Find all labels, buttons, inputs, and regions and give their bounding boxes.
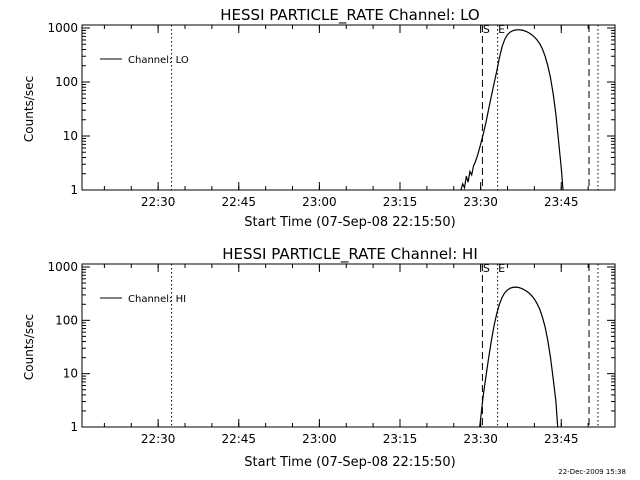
lo-y-axis-label: Counts/sec <box>22 76 36 142</box>
hi-x-tick-label: 22:30 <box>141 432 176 446</box>
lo-y-tick-label: 10 <box>63 129 78 143</box>
hi-y-tick-label: 10 <box>63 367 78 381</box>
hi-y-tick-label: 1000 <box>47 260 78 274</box>
hi-y-axis-label: Counts/sec <box>22 314 36 380</box>
lo-y-tick-label: 1 <box>70 183 78 197</box>
hi-y-tick-label: 100 <box>55 313 78 327</box>
generation-timestamp: 22-Dec-2009 15:38 <box>558 468 626 476</box>
hi-channel-panel: HESSI PARTICLE_RATE Channel: HI Counts/s… <box>22 245 616 470</box>
hi-marker-e-label: E <box>498 262 505 275</box>
lo-x-tick-label: 23:00 <box>302 195 337 209</box>
lo-x-tick-label: 22:45 <box>221 195 256 209</box>
lo-x-tick-label: 23:45 <box>544 195 579 209</box>
hi-marker-s-label: S <box>483 262 490 275</box>
lo-rate-series-line <box>460 29 564 191</box>
hi-rate-series-line <box>479 286 559 428</box>
hi-x-tick-label: 22:45 <box>221 432 256 446</box>
lo-channel-panel: HESSI PARTICLE_RATE Channel: LO Counts/s… <box>22 6 616 230</box>
hi-plot-frame <box>81 263 616 428</box>
lo-marker-e-label: E <box>498 23 505 36</box>
lo-x-tick-label: 23:15 <box>383 195 418 209</box>
hi-x-tick-label: 23:15 <box>383 432 418 446</box>
hi-chart-title: HESSI PARTICLE_RATE Channel: HI <box>222 245 478 264</box>
lo-legend-label: Channel: LO <box>128 55 189 66</box>
lo-x-tick-label: 22:30 <box>141 195 176 209</box>
lo-plot-frame <box>81 24 616 191</box>
hi-x-tick-label: 23:45 <box>544 432 579 446</box>
hi-y-tick-label: 1 <box>70 420 78 434</box>
lo-marker-s-label: S <box>483 23 490 36</box>
lo-x-tick-label: 23:30 <box>463 195 498 209</box>
lo-y-tick-label: 1000 <box>47 21 78 35</box>
lo-x-axis-label: Start Time (07-Sep-08 22:15:50) <box>244 215 455 230</box>
lo-chart-title: HESSI PARTICLE_RATE Channel: LO <box>220 6 479 25</box>
hi-x-tick-label: 23:30 <box>463 432 498 446</box>
hi-legend-label: Channel: HI <box>128 294 186 305</box>
hi-x-tick-label: 23:00 <box>302 432 337 446</box>
lo-y-tick-label: 100 <box>55 75 78 89</box>
hi-x-axis-label: Start Time (07-Sep-08 22:15:50) <box>244 455 455 470</box>
